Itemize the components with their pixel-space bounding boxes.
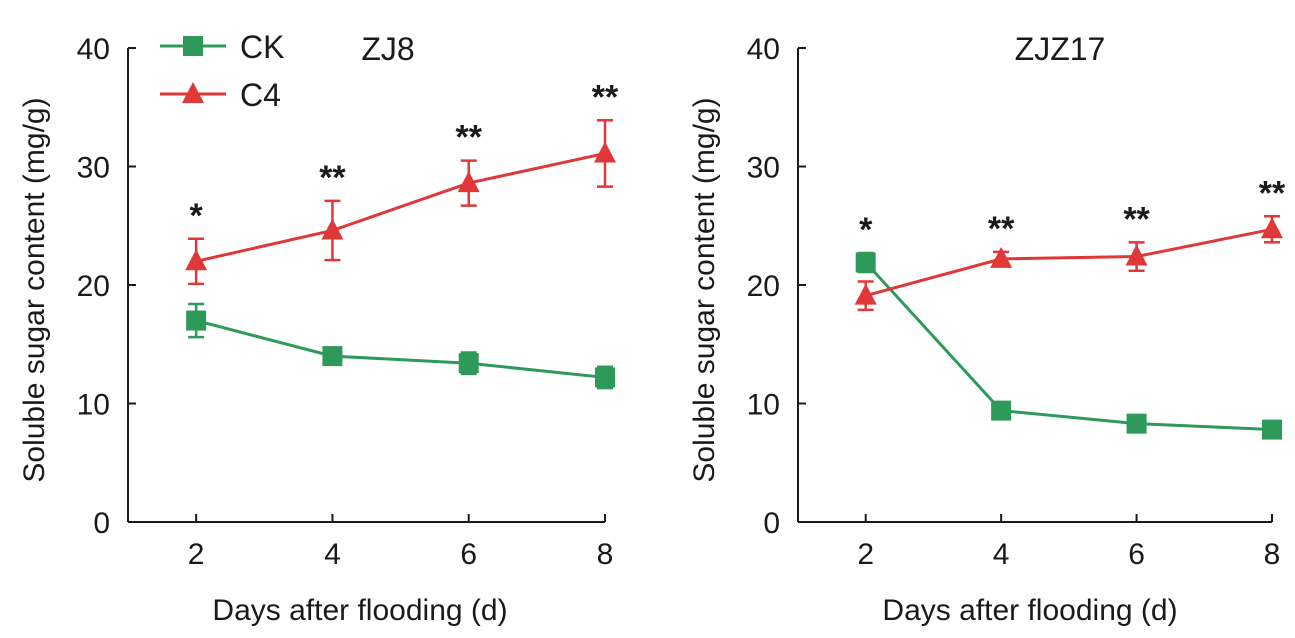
significance-mark: *	[859, 211, 873, 249]
x-tick-label: 8	[1264, 538, 1281, 571]
significance-mark: **	[319, 159, 346, 197]
data-point-c4	[1261, 217, 1283, 239]
data-point-ck	[991, 400, 1012, 421]
data-point-ck	[1262, 419, 1282, 440]
y-tick-label: 30	[77, 152, 110, 185]
x-tick-label: 4	[324, 538, 341, 571]
series-line-c4	[865, 227, 1273, 298]
significance-mark: **	[988, 210, 1015, 248]
y-tick-label: 0	[93, 507, 110, 540]
x-tick-label: 8	[597, 538, 614, 571]
data-point-ck	[595, 367, 615, 388]
data-point-ck	[1126, 413, 1147, 434]
panel-zjz17: ZJZ17 Soluble sugar content (mg/g) Days …	[688, 31, 1178, 627]
y-axis-title-zj8: Soluble sugar content (mg/g)	[18, 97, 51, 482]
data-point-c4	[1125, 244, 1148, 266]
data-point-ck	[855, 252, 876, 273]
legend-label-c4: C4	[240, 77, 281, 113]
y-tick-label: 0	[763, 507, 780, 540]
data-point-ck	[322, 346, 343, 367]
x-tick-label: 6	[1128, 538, 1145, 571]
x-tick-label: 6	[460, 538, 477, 571]
data-point-c4	[185, 249, 208, 271]
y-tick-label: 30	[747, 152, 780, 185]
data-point-c4	[854, 283, 877, 305]
y-axis-title-zjz17: Soluble sugar content (mg/g)	[688, 97, 721, 482]
data-point-ck	[458, 353, 479, 374]
data-point-c4	[990, 246, 1013, 268]
significance-mark: **	[1123, 200, 1150, 238]
legend-marker-c4	[182, 82, 204, 103]
significance-mark: *	[190, 197, 204, 235]
data-point-ck	[186, 310, 207, 331]
series-line-ck	[195, 319, 606, 379]
x-tick-label: 2	[857, 538, 874, 571]
y-tick-label: 10	[77, 389, 110, 422]
x-tick-label: 4	[993, 538, 1010, 571]
series-line-c4	[195, 151, 606, 263]
legend-marker-ck	[183, 36, 203, 56]
data-point-c4	[594, 141, 616, 163]
panel-title-zjz17: ZJZ17	[1015, 31, 1106, 67]
y-tick-label: 10	[747, 389, 780, 422]
significance-mark: **	[455, 119, 482, 157]
y-tick-label: 20	[747, 270, 780, 303]
x-axis-title-zjz17: Days after flooding (d)	[882, 594, 1177, 627]
series-line-ck	[864, 261, 1273, 432]
legend-label-ck: CK	[240, 29, 284, 65]
x-axis-title-zj8: Days after flooding (d)	[212, 594, 507, 627]
significance-mark: **	[592, 78, 619, 116]
panel-zj8: ZJ8 Soluble sugar content (mg/g) Days af…	[18, 29, 508, 627]
y-tick-label: 40	[747, 33, 780, 66]
y-tick-label: 40	[77, 33, 110, 66]
panel-title-zj8: ZJ8	[361, 31, 414, 67]
y-tick-label: 20	[77, 270, 110, 303]
x-tick-label: 2	[188, 538, 205, 571]
data-point-c4	[457, 171, 480, 193]
data-point-c4	[321, 218, 344, 240]
significance-mark: **	[1259, 174, 1286, 212]
